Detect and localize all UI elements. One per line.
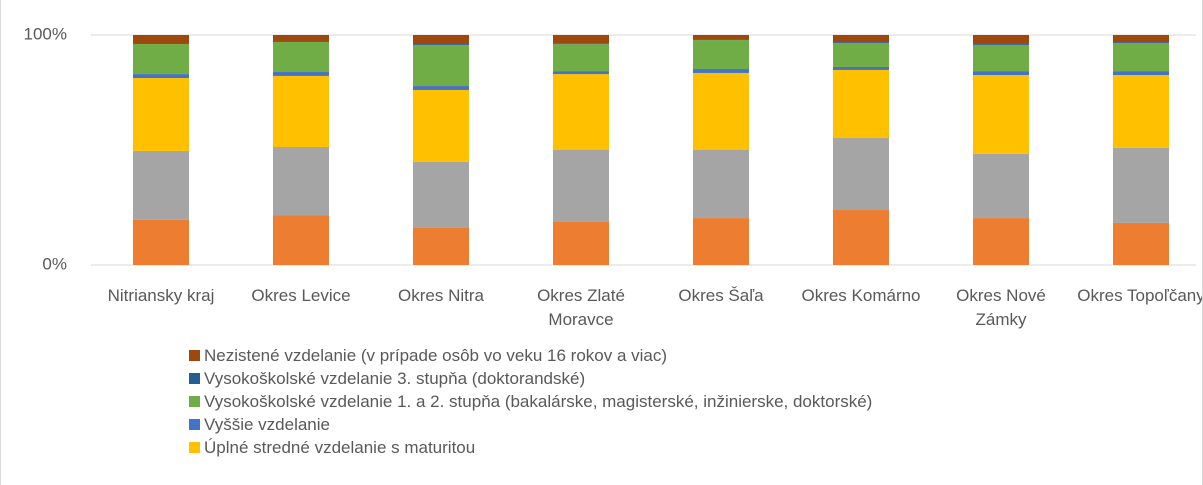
- bar-segment: [973, 153, 1029, 219]
- bar-segment: [133, 150, 189, 220]
- bar-segment: [1113, 43, 1169, 72]
- bar-segment: [833, 43, 889, 67]
- x-tick-label: Okres Šaľa: [678, 286, 764, 305]
- bar-segment: [693, 69, 749, 73]
- legend-item: Vyššie vzdelanie: [189, 413, 872, 436]
- bar-segment: [693, 39, 749, 41]
- legend-label: Vysokoškolské vzdelanie 1. a 2. stupňa (…: [204, 391, 873, 411]
- legend-item: Úplné stredné vzdelanie s maturitou: [189, 436, 872, 459]
- legend-label: Vysokoškolské vzdelanie 3. stupňa (dokto…: [204, 368, 586, 388]
- legend-item: Vysokoškolské vzdelanie 1. a 2. stupňa (…: [189, 390, 872, 413]
- legend-swatch: [189, 419, 200, 430]
- x-tick-label: Okres Nové Zámky: [956, 286, 1046, 329]
- legend-swatch: [189, 396, 200, 407]
- bar-segment: [273, 147, 329, 216]
- legend-label: Vyššie vzdelanie: [204, 414, 330, 434]
- legend-item: Nezistené vzdelanie (v prípade osôb vo v…: [189, 344, 872, 367]
- x-tick-label: Okres Zlaté Moravce: [537, 286, 625, 329]
- bar-segment: [553, 43, 609, 45]
- x-tick-label: Okres Topoľčany: [1077, 286, 1203, 305]
- x-tick-label: Okres Komárno: [801, 286, 921, 305]
- bar-segment: [413, 89, 469, 162]
- bar-segment: [133, 78, 189, 151]
- bar-segment: [553, 74, 609, 150]
- bar-segment: [693, 72, 749, 150]
- bar-segment: [833, 69, 889, 139]
- bar-segment: [973, 35, 1029, 44]
- bar-segment: [1113, 35, 1169, 43]
- bar-segment: [973, 43, 1029, 45]
- legend-label: Nezistené vzdelanie (v prípade osôb vo v…: [204, 345, 668, 365]
- bar-segment: [973, 71, 1029, 76]
- bar-segment: [833, 35, 889, 43]
- bar-segment: [273, 215, 329, 265]
- bar-segment: [553, 150, 609, 222]
- bar-segment: [833, 210, 889, 265]
- bar-segment: [273, 75, 329, 148]
- bar-segment: [553, 35, 609, 44]
- bar-segment: [273, 41, 329, 73]
- legend-swatch: [189, 442, 200, 453]
- bar-segment: [693, 150, 749, 219]
- bar-segment: [833, 42, 889, 44]
- bar-segment: [1113, 75, 1169, 148]
- bar-segment: [273, 40, 329, 42]
- bar-segment: [413, 43, 469, 45]
- bar-segment: [413, 86, 469, 90]
- bar-segment: [1113, 147, 1169, 223]
- bar-segment: [693, 218, 749, 265]
- y-tick-label: 100%: [24, 24, 67, 43]
- bar-segment: [413, 35, 469, 44]
- bar-segment: [273, 35, 329, 41]
- bar-segment: [273, 72, 329, 76]
- bar-segment: [133, 219, 189, 265]
- bar-segment: [1113, 42, 1169, 44]
- bar-segment: [693, 40, 749, 70]
- bar-segment: [413, 227, 469, 265]
- bar-segment: [133, 43, 189, 44]
- bar-segment: [833, 138, 889, 211]
- bar-segment: [1113, 71, 1169, 76]
- legend-swatch: [189, 350, 200, 361]
- x-tick-label: Okres Nitra: [398, 286, 484, 305]
- bar-segment: [553, 71, 609, 75]
- bar-segment: [973, 44, 1029, 72]
- bar-segment: [1113, 222, 1169, 265]
- bar-segment: [133, 43, 189, 75]
- bar-segment: [133, 74, 189, 79]
- x-tick-label: Okres Levice: [251, 286, 351, 305]
- bar-segment: [553, 44, 609, 72]
- legend: Nezistené vzdelanie (v prípade osôb vo v…: [189, 344, 872, 459]
- legend-label: Úplné stredné vzdelanie s maturitou: [204, 437, 476, 457]
- bar-segment: [833, 66, 889, 70]
- legend-item: Vysokoškolské vzdelanie 3. stupňa (dokto…: [189, 367, 872, 390]
- x-tick-label: Nitriansky kraj: [107, 286, 215, 305]
- bar-segment: [693, 35, 749, 40]
- bar-segment: [413, 44, 469, 87]
- y-tick-label: 0%: [42, 254, 67, 273]
- legend-swatch: [189, 373, 200, 384]
- bar-segment: [413, 161, 469, 228]
- bar-segment: [553, 221, 609, 265]
- bar-segment: [973, 218, 1029, 265]
- bar-segment: [973, 75, 1029, 154]
- bar-segment: [133, 35, 189, 44]
